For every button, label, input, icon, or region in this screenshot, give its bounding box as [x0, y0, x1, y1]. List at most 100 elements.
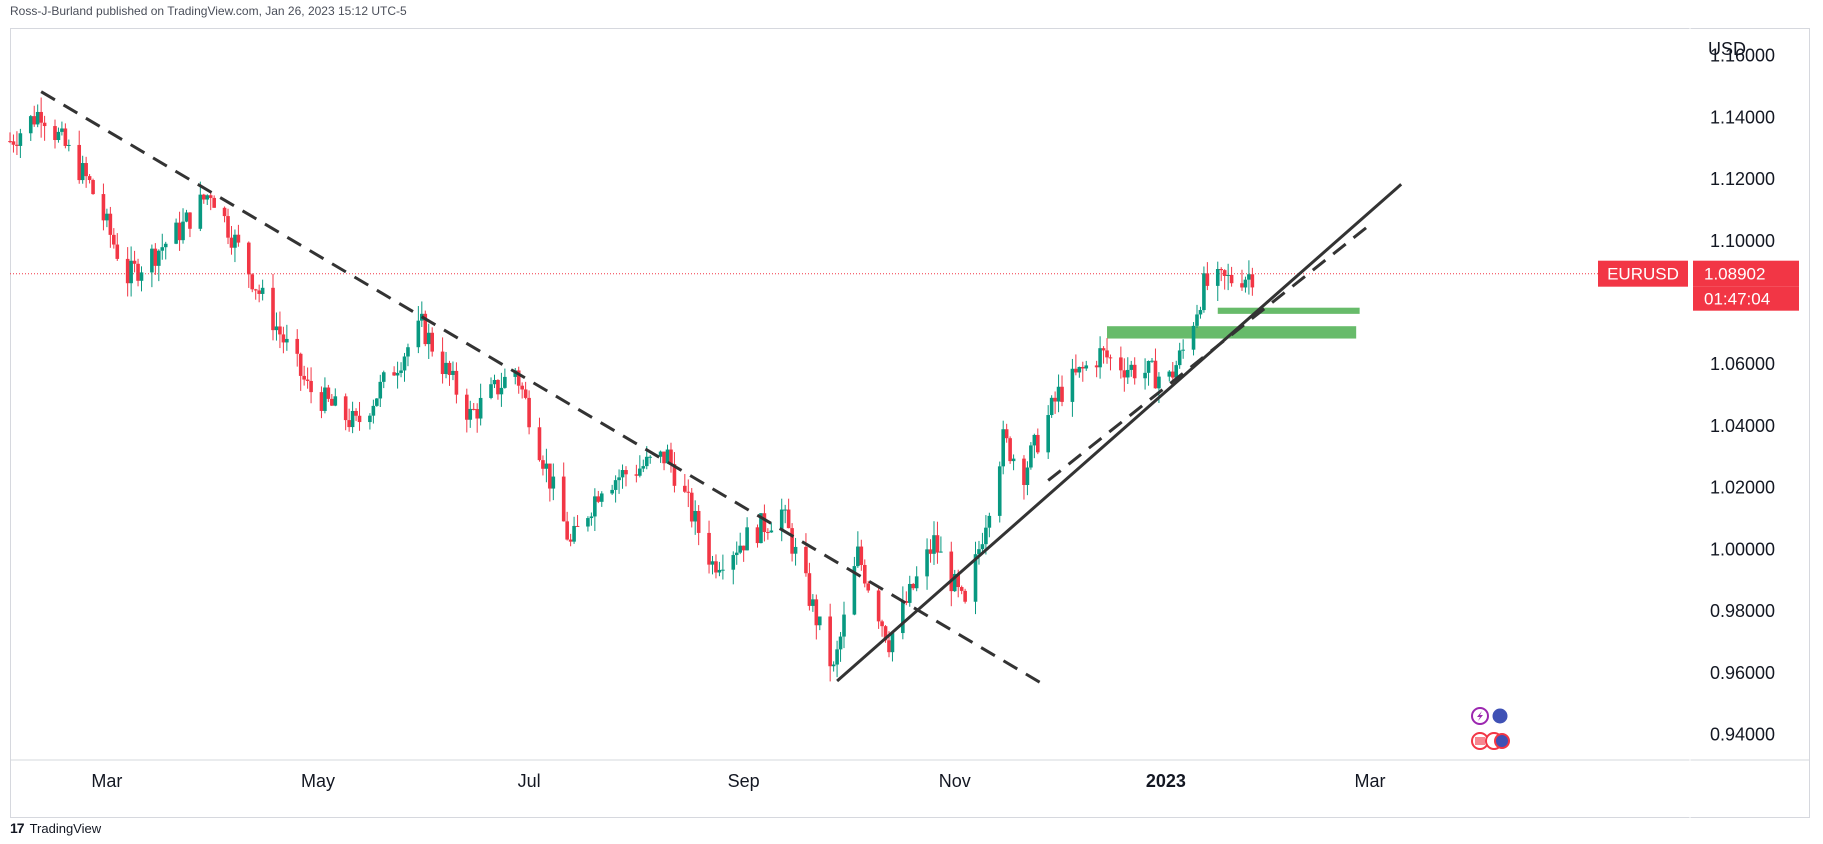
candle-body	[568, 539, 573, 542]
price-tick-label: 0.98000	[1710, 601, 1775, 621]
candle-body	[139, 272, 144, 281]
candle-body	[721, 569, 725, 571]
candle-body	[105, 213, 109, 221]
candle-body	[610, 489, 614, 494]
footer: 17 TradingView	[10, 818, 101, 838]
candle-body	[887, 640, 891, 653]
candle-body	[108, 213, 113, 235]
candle-body	[330, 398, 334, 406]
candle-body	[527, 397, 531, 428]
candle-body	[499, 387, 504, 395]
candle-body	[503, 376, 507, 388]
candle-body	[935, 535, 940, 553]
candle-body	[229, 237, 234, 248]
chart-frame	[10, 28, 1810, 818]
candle-body	[406, 347, 410, 357]
candle-body	[745, 527, 749, 551]
candle-body	[430, 332, 434, 352]
candle-body	[1056, 386, 1061, 402]
price-tick-label: 1.00000	[1710, 539, 1775, 559]
price-tick-label: 1.06000	[1710, 354, 1775, 374]
candle-body	[157, 250, 161, 266]
candle-body	[468, 408, 473, 420]
candle-body	[208, 195, 213, 198]
candle-body	[814, 599, 819, 626]
tradingview-logo-icon[interactable]: 17	[10, 820, 25, 836]
candle-body	[620, 470, 625, 478]
candle-body	[201, 194, 206, 200]
candle-body	[963, 590, 967, 602]
candle-body	[866, 583, 871, 591]
candle-body	[260, 287, 265, 294]
candle-body	[281, 334, 286, 343]
last-price-badge	[1693, 260, 1799, 287]
candle-body	[1122, 370, 1127, 378]
candle-body	[132, 260, 137, 264]
candle-body	[84, 163, 88, 177]
price-tick-label: 0.94000	[1710, 724, 1775, 744]
candles	[8, 97, 1255, 682]
symbol-label: EURUSD	[1607, 265, 1679, 284]
candle-body	[890, 633, 895, 653]
candle-body	[984, 527, 988, 545]
candle-body	[212, 197, 216, 208]
candle-body	[101, 194, 106, 221]
candle-body	[350, 410, 355, 428]
price-tick-label: 1.12000	[1710, 169, 1775, 189]
candle-body	[53, 126, 57, 141]
last-price-label: 1.08902	[1704, 265, 1765, 284]
candle-body	[707, 532, 711, 565]
candle-body	[537, 427, 542, 461]
candle-body	[852, 566, 857, 615]
candle-body	[1025, 467, 1030, 486]
candle-body	[831, 664, 836, 667]
candle-body	[274, 326, 279, 331]
candle-body	[278, 326, 282, 335]
candle-body	[589, 516, 594, 519]
candle-body	[738, 545, 742, 553]
candle-body	[67, 144, 71, 146]
candle-body	[1119, 357, 1123, 371]
candle-body	[188, 212, 192, 229]
candle-body	[309, 380, 313, 393]
candle-body	[444, 362, 448, 375]
candle-body	[696, 510, 701, 533]
candle-body	[790, 528, 794, 554]
dashed-trendline	[1047, 226, 1368, 482]
candle-body	[1170, 371, 1175, 378]
candle-body	[222, 207, 227, 217]
time-tick-label: 2023	[1146, 771, 1186, 791]
candle-body	[136, 263, 140, 281]
candle-body	[523, 389, 528, 398]
candle-body	[1153, 360, 1158, 389]
candle-body	[807, 573, 812, 606]
candle-body	[184, 212, 189, 222]
candle-body	[516, 370, 521, 386]
candle-body	[561, 476, 566, 522]
candle-body	[1146, 360, 1151, 373]
candle-body	[714, 561, 718, 573]
candle-body	[883, 626, 888, 641]
footer-brand[interactable]: TradingView	[29, 820, 102, 836]
candle-body	[426, 332, 431, 345]
candle-body	[478, 397, 483, 419]
candle-body	[63, 128, 68, 146]
price-tick-label: 0.96000	[1710, 663, 1775, 683]
candle-body	[35, 111, 40, 125]
candle-body	[880, 621, 884, 627]
candle-body	[817, 616, 822, 626]
candle-body	[1084, 365, 1089, 369]
candle-body	[731, 555, 736, 570]
candle-body	[838, 636, 843, 650]
candle-body	[475, 409, 479, 419]
us-flag-stripes	[1475, 737, 1485, 745]
price-tick-label: 1.14000	[1710, 107, 1775, 127]
candle-body	[1004, 429, 1009, 439]
candle-body	[779, 509, 784, 531]
candle-body	[163, 243, 168, 248]
candle-body	[343, 396, 348, 421]
candle-body	[520, 385, 524, 390]
candle-body	[1247, 274, 1251, 280]
